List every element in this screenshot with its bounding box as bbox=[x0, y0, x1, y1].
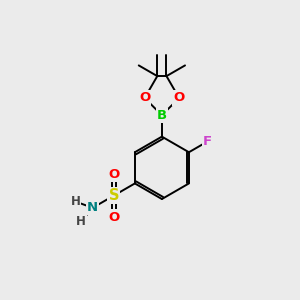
Text: O: O bbox=[108, 168, 119, 181]
Text: B: B bbox=[157, 109, 167, 122]
Text: H: H bbox=[76, 215, 86, 228]
Text: O: O bbox=[173, 92, 185, 104]
Text: F: F bbox=[203, 135, 212, 148]
Text: N: N bbox=[87, 201, 98, 214]
Text: S: S bbox=[109, 188, 119, 203]
Text: H: H bbox=[71, 195, 81, 208]
Text: O: O bbox=[139, 92, 150, 104]
Text: O: O bbox=[108, 211, 119, 224]
